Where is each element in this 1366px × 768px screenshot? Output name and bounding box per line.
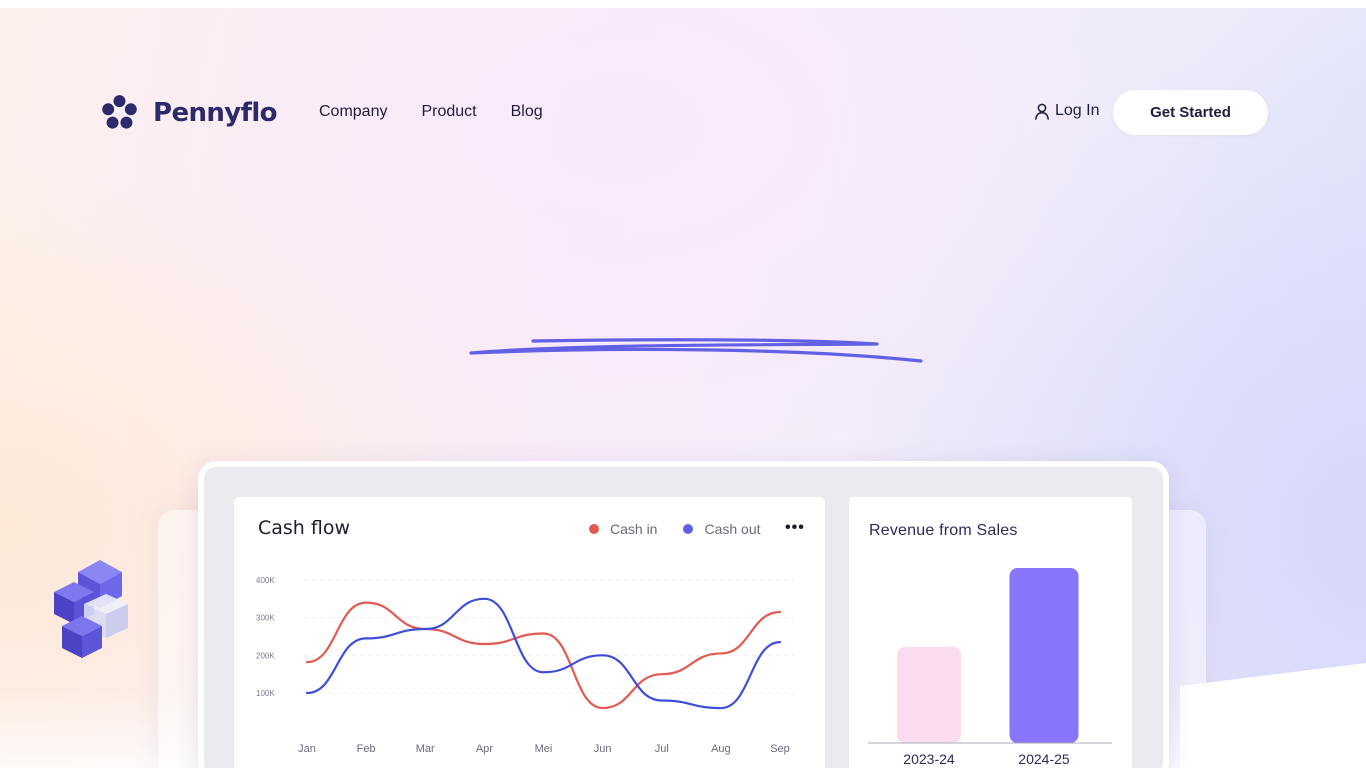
get-started-button[interactable]: Get Started	[1113, 90, 1268, 135]
x-tick-label: Jun	[594, 743, 612, 755]
legend-dot-cash-in	[589, 524, 599, 534]
scribble-underline	[469, 338, 923, 363]
revenue-title: Revenue from Sales	[869, 522, 1018, 539]
x-tick-label: Feb	[357, 743, 376, 755]
legend-item-cash-out: Cash out	[683, 521, 761, 537]
site-header: Pennyflo Company Product Blog Log In Get…	[100, 90, 1268, 136]
legend-item-cash-in: Cash in	[589, 521, 657, 537]
y-tick-label: 300K	[256, 614, 275, 623]
legend-dot-cash-out	[683, 524, 694, 534]
legend-label-cash-in: Cash in	[610, 521, 658, 537]
x-tick-label: Mar	[416, 743, 435, 755]
legend-label-cash-out: Cash out	[704, 521, 761, 537]
nav-link-product[interactable]: Product	[421, 103, 477, 120]
user-icon	[1035, 103, 1049, 120]
x-tick-label: Mei	[535, 743, 553, 755]
more-dots-icon[interactable]: •••	[785, 519, 805, 536]
x-tick-label: Sep	[770, 743, 790, 755]
cashflow-legend: Cash in Cash out	[589, 521, 787, 537]
x-tick-label: Apr	[476, 743, 493, 755]
revenue-card: 2023-24 2024-25 Revenue from Sales	[849, 497, 1132, 768]
y-tick-label: 200K	[256, 651, 275, 660]
nav-link-company[interactable]: Company	[319, 103, 388, 120]
brand-name: Pennyflo	[153, 98, 278, 128]
x-tick-label: Jan	[298, 743, 316, 755]
cashflow-chart: 100K 200K 300K 400K Jan Feb Mar Apr Mei Jun Jul Aug…	[256, 576, 794, 755]
y-tick-label: 100K	[256, 689, 275, 698]
revenue-bar-label: 2024-25	[1018, 751, 1070, 767]
cash-out-line	[305, 597, 782, 710]
login-label: Log In	[1055, 102, 1100, 119]
flower-logo-icon	[102, 95, 137, 129]
y-tick-label: 400K	[256, 576, 275, 585]
revenue-bar-2023-24	[897, 646, 961, 743]
cashflow-title: Cash flow	[258, 517, 351, 539]
cashflow-card: 100K 200K 300K 400K Jan Feb Mar Apr Mei Jun Jul Aug…	[234, 497, 825, 768]
cash-in-line	[305, 601, 782, 710]
revenue-chart: 2023-24 2024-25	[868, 568, 1112, 767]
login-link[interactable]: Log In	[1034, 102, 1099, 120]
brand-logo[interactable]: Pennyflo	[100, 94, 278, 132]
main-menu: Company Product Blog	[319, 103, 543, 121]
x-tick-label: Aug	[711, 743, 731, 755]
revenue-bar-label: 2023-24	[903, 751, 955, 767]
nav-link-blog[interactable]: Blog	[510, 103, 543, 120]
revenue-bar-2024-25	[1009, 568, 1079, 743]
cubes-illustration	[54, 560, 128, 658]
x-tick-label: Jul	[655, 743, 669, 755]
